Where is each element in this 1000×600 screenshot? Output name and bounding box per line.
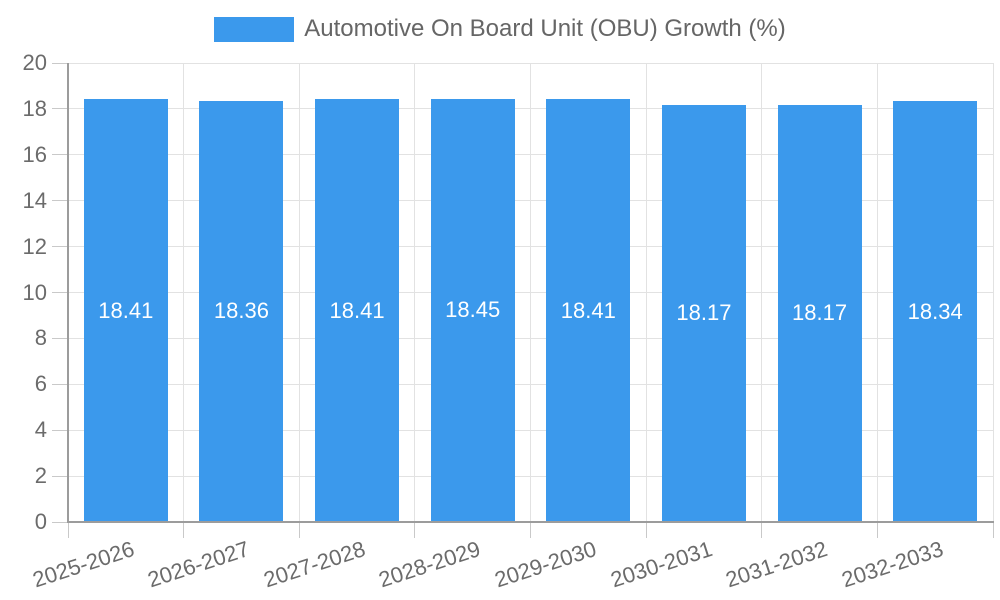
bar-value-label: 18.41 [98,297,154,323]
bar-value-label: 18.34 [907,298,963,324]
y-tick-label: 2 [34,463,47,489]
x-axis-tick [298,522,300,538]
x-tick-label: 2030-2031 [607,536,716,593]
y-tick-label: 14 [22,187,47,213]
x-axis-tick [645,522,647,538]
legend: Automotive On Board Unit (OBU) Growth (%… [0,14,1000,44]
y-axis-line [67,63,69,522]
bar: 18.41 [546,99,631,522]
gridline [992,63,994,522]
x-tick-label: 2026-2027 [144,536,253,593]
y-tick-label: 6 [34,371,47,397]
x-axis-tick [530,522,531,538]
x-axis-tick [183,522,185,538]
bar: 18.17 [661,104,746,522]
y-tick-label: 20 [22,50,47,75]
bar: 18.34 [893,101,978,522]
y-axis-tick [52,292,68,293]
legend-label: Automotive On Board Unit (OBU) Growth (%… [304,15,786,42]
legend-swatch [214,16,295,42]
x-tick-label: 2028-2029 [376,536,484,593]
x-tick-label: 2025-2026 [29,536,137,593]
y-axis-tick [52,475,68,477]
y-tick-label: 8 [34,325,47,351]
x-tick-label: 2027-2028 [260,536,369,593]
gridline [414,63,416,522]
y-axis-tick [52,108,68,110]
gridline [645,63,647,522]
gridline [298,63,300,522]
bar-value-label: 18.17 [676,300,732,326]
bar-value-label: 18.41 [560,297,616,323]
y-tick-label: 18 [22,95,47,121]
y-axis-tick [52,200,68,202]
y-axis-tick [52,154,68,156]
y-axis-tick [52,62,68,64]
y-axis-tick [52,246,68,248]
y-tick-label: 4 [34,417,47,443]
y-axis-tick [52,429,68,431]
gridline [530,63,531,522]
y-axis-tick [52,337,68,339]
legend-item[interactable]: Automotive On Board Unit (OBU) Growth (%… [214,15,786,42]
x-axis-tick [876,522,878,538]
bar: 18.41 [315,99,400,522]
x-axis-tick [414,522,416,538]
y-axis-tick [52,383,68,385]
x-axis-tick [67,522,69,538]
plot-area: 0 2 4 6 8 10 12 14 16 18 20 18.41 18.36 18.41 18.45 18.… [23,52,994,592]
bar-value-label: 18.45 [445,297,501,323]
bar-value-label: 18.36 [213,298,269,324]
y-axis-tick [52,521,68,523]
x-axis-tick [761,522,763,538]
y-tick-label: 12 [22,233,47,259]
x-tick-label: 2031-2032 [722,536,831,593]
gridline [183,63,185,522]
bar: 18.45 [430,98,515,522]
x-tick-label: 2032-2033 [838,536,947,593]
bar: 18.41 [83,99,168,522]
gridline [876,63,878,522]
gridline [761,63,763,522]
y-tick-label: 10 [22,279,47,305]
bar-value-label: 18.17 [792,300,848,326]
x-tick-label: 2029-2030 [491,536,600,593]
x-axis-line [67,521,994,523]
y-tick-label: 0 [34,509,47,534]
bar-value-label: 18.41 [329,297,385,323]
bar: 18.36 [199,100,284,522]
bar: 18.17 [777,104,862,522]
y-tick-label: 16 [22,141,47,167]
x-axis-tick [992,522,994,538]
